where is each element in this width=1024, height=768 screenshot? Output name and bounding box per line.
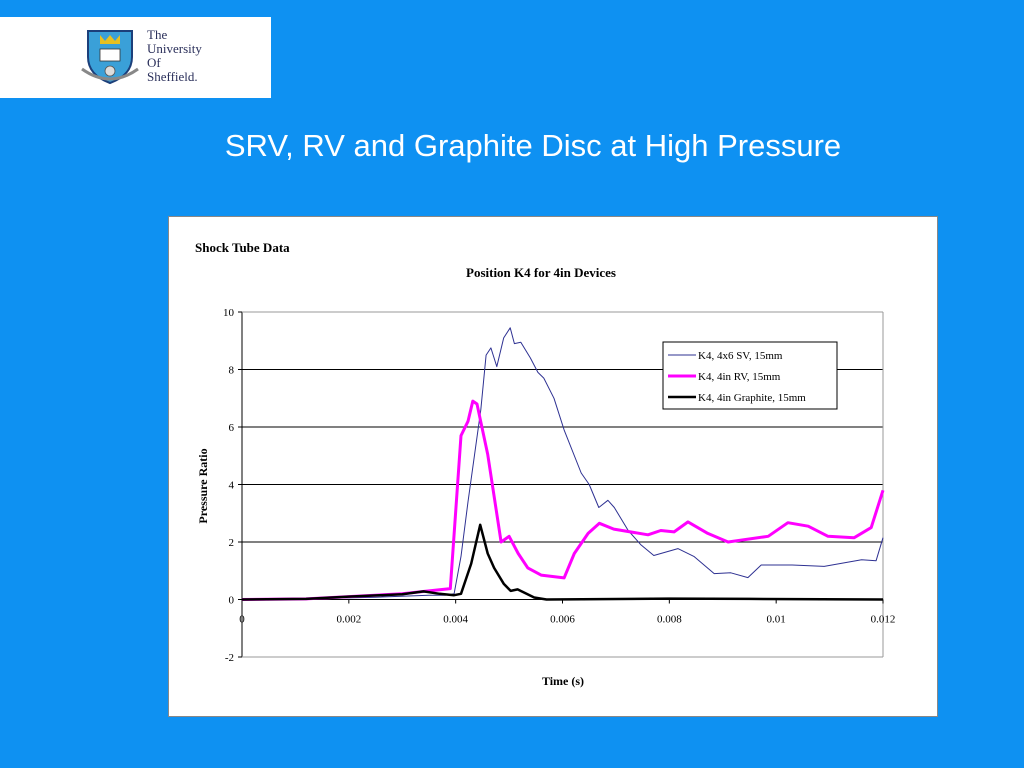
- x-tick-label: 0.012: [871, 614, 896, 626]
- logo-line: Sheffield.: [147, 69, 198, 84]
- line-chart: Shock Tube Data Position K4 for 4in Devi…: [195, 240, 896, 688]
- logo-line: Of: [147, 55, 161, 70]
- legend-label: K4, 4x6 SV, 15mm: [698, 350, 783, 362]
- university-logo: The University Of Sheffield.: [0, 17, 271, 98]
- y-tick-label: 6: [229, 422, 235, 434]
- logo-line: University: [147, 41, 202, 56]
- chart-title: Position K4 for 4in Devices: [466, 265, 616, 280]
- legend-label: K4, 4in Graphite, 15mm: [698, 392, 806, 404]
- y-tick-label: 2: [229, 537, 235, 549]
- legend: K4, 4x6 SV, 15mm K4, 4in RV, 15mm K4, 4in …: [662, 341, 838, 410]
- x-tick-label: 0.002: [336, 614, 361, 626]
- slide-title: SRV, RV and Graphite Disc at High Pressu…: [224, 128, 842, 163]
- series-line: [241, 327, 884, 600]
- series-line: [241, 523, 884, 601]
- logo-line: The: [147, 27, 168, 42]
- y-tick-label: 4: [229, 480, 235, 492]
- x-tick-label: 0.01: [767, 614, 786, 626]
- x-axis-label: Time (s): [542, 674, 584, 688]
- y-tick-label: 0: [229, 595, 235, 607]
- y-tick-label: 10: [223, 307, 235, 319]
- x-tick-label: 0.006: [550, 614, 575, 626]
- x-tick-label: 0.004: [443, 614, 468, 626]
- crest-icon: [81, 30, 139, 85]
- legend-label: K4, 4in RV, 15mm: [698, 371, 781, 383]
- y-axis-label: Pressure Ratio: [196, 448, 210, 523]
- y-tick-label: -2: [225, 652, 234, 664]
- chart-container: Shock Tube Data Position K4 for 4in Devi…: [168, 216, 938, 717]
- x-tick-label: 0: [239, 614, 245, 626]
- x-tick-label: 0.008: [657, 614, 682, 626]
- series-line: [241, 399, 885, 601]
- y-tick-label: 8: [229, 365, 235, 377]
- chart-supertitle: Shock Tube Data: [195, 240, 290, 255]
